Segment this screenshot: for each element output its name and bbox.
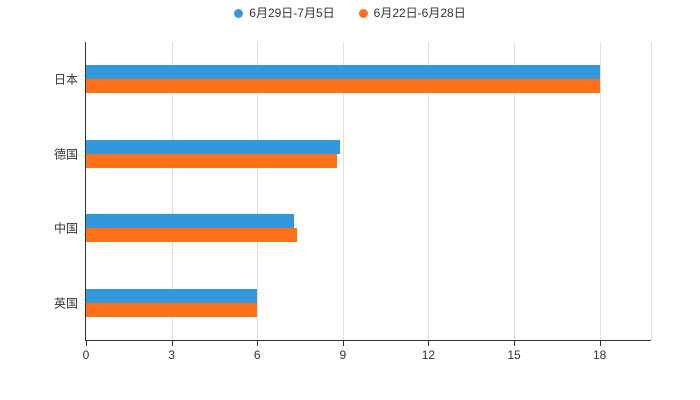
gridline (428, 42, 430, 340)
x-axis-label: 3 (168, 348, 175, 362)
bar-group (86, 139, 651, 168)
legend: 6月29日-7月5日 6月22日-6月28日 (0, 6, 700, 20)
y-axis-label: 中国 (53, 221, 78, 236)
legend-item-series-1[interactable]: 6月22日-6月28日 (358, 6, 466, 20)
bar-series-1-日本[interactable] (86, 79, 600, 94)
gridline (599, 42, 601, 340)
category-row: 日本 (54, 42, 651, 117)
category-row: 英国 (54, 266, 651, 341)
gridline (171, 42, 173, 340)
x-axis-label: 0 (82, 348, 90, 362)
y-axis-label: 英国 (53, 296, 78, 311)
bar-group (86, 65, 651, 94)
bar-series-1-中国[interactable] (86, 228, 298, 243)
category-row: 德国 (54, 117, 651, 192)
gridline (257, 42, 259, 340)
x-axis-tick (257, 341, 259, 346)
x-axis-tick (342, 341, 344, 346)
gridline (651, 42, 652, 340)
x-axis-tick (599, 341, 601, 346)
y-axis-label: 德国 (53, 147, 78, 162)
bar-series-1-英国[interactable] (86, 302, 258, 317)
x-axis-label: 15 (507, 348, 521, 362)
bar-series-0-英国[interactable] (86, 288, 258, 303)
category-row: 中国 (54, 191, 651, 266)
plot-area: 0 3 6 9 12 15 18 日本德国中国英国 (54, 42, 652, 362)
legend-marker-icon (358, 8, 368, 18)
legend-item-series-0[interactable]: 6月29日-7月5日 (234, 6, 335, 20)
bar-series-0-德国[interactable] (86, 139, 340, 154)
bar-series-1-德国[interactable] (86, 153, 338, 168)
legend-label: 6月29日-7月5日 (249, 6, 335, 20)
x-axis-label: 6 (253, 348, 261, 362)
gridline (342, 42, 344, 340)
x-axis-tick (171, 341, 173, 346)
x-axis-tick (428, 341, 430, 346)
x-axis-label: 18 (592, 348, 607, 362)
y-axis-label: 日本 (53, 72, 78, 87)
x-axis-tick (86, 341, 87, 346)
bar-series-0-日本[interactable] (86, 65, 600, 80)
bar-group (86, 214, 651, 243)
x-axis-tick (514, 341, 516, 346)
bar-series-0-中国[interactable] (86, 214, 295, 229)
legend-marker-icon (234, 8, 244, 18)
x-axis-label: 12 (421, 348, 436, 362)
x-axis-label: 9 (339, 348, 347, 362)
legend-label: 6月22日-6月28日 (373, 6, 466, 20)
gridline (514, 42, 516, 340)
bar-group (86, 288, 651, 317)
